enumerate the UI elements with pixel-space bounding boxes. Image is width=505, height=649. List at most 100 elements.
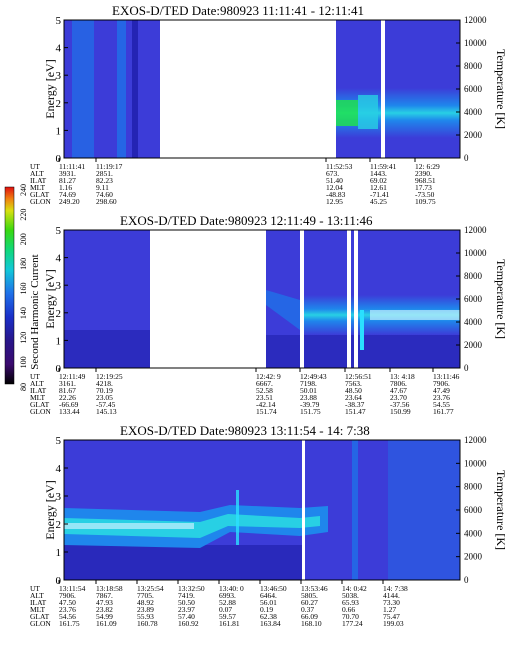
colorbar-gradient <box>4 186 15 385</box>
table-cell-glat: -37.56 <box>390 400 410 409</box>
table-cell-mlt: 23.76 <box>59 605 76 614</box>
table-cell-ilat: 50.01 <box>300 386 317 395</box>
table-cell-mlt: 23.76 <box>433 393 450 402</box>
colorbar-tick-label: 200 <box>19 233 28 245</box>
panel-3: EXOS-D/TED Date:980923 13:11:54 - 14: 7:… <box>30 423 505 628</box>
table-cell-glat: 55.93 <box>137 612 154 621</box>
panel-3-spike <box>236 490 239 545</box>
panel-1-green-patch <box>336 100 358 126</box>
panel-3-ylabel-right: Temperature [K] <box>494 470 505 550</box>
table-cell-glat: 57.40 <box>178 612 195 621</box>
table-cell-glat: 54.99 <box>96 612 113 621</box>
table-cell-mlt: 12.04 <box>326 183 343 192</box>
table-cell-alt: 7806. <box>390 379 407 388</box>
panel-3-orbit-table: UTALTILATMLTGLATGLON13:11:547906.47.5023… <box>30 580 408 628</box>
table-cell-glat: -66.69 <box>59 400 79 409</box>
panel-2-ylabel-left: Energy [eV] <box>43 269 57 328</box>
panel-1-plot <box>63 19 461 159</box>
table-cell-alt: 1443. <box>370 169 387 178</box>
panel-2: EXOS-D/TED Date:980923 12:11:49 - 13:11:… <box>30 213 505 416</box>
table-cell-alt: 2851. <box>96 169 113 178</box>
panel-2-plot <box>63 229 461 369</box>
table-row-label-glat: GLAT <box>30 400 50 409</box>
table-row-label-glat: GLAT <box>30 190 50 199</box>
table-cell-ilat: 65.93 <box>342 598 359 607</box>
table-row-label-ilat: ILAT <box>30 176 47 185</box>
table-cell-ilat: 73.30 <box>383 598 400 607</box>
table-cell-glon: 45.25 <box>370 197 387 206</box>
panel-1-right-tick-label: 12000 <box>464 15 487 25</box>
table-cell-mlt: 0.66 <box>342 605 355 614</box>
colorbar-tick-label: 240 <box>19 184 28 196</box>
table-cell-mlt: 0.37 <box>301 605 314 614</box>
table-cell-ut: 12:56:51 <box>345 372 372 381</box>
table-cell-glon: 133.44 <box>59 407 80 416</box>
table-row-label-alt: ALT <box>30 591 44 600</box>
panel-1-left-tick-label: 3 <box>56 70 62 82</box>
panel-1-stripe-a <box>72 20 94 158</box>
panel-2-spike <box>360 310 364 350</box>
table-cell-glat: 70.70 <box>342 612 359 621</box>
table-cell-ut: 14: 7:38 <box>383 584 408 593</box>
panel-2-left-tick-label: 2 <box>56 308 62 320</box>
panel-1-cyan-patch <box>358 95 378 129</box>
panel-2-right-tick-label: 4000 <box>464 317 483 327</box>
table-cell-mlt: 23.70 <box>390 393 407 402</box>
colorbar-tick-label: 220 <box>19 209 28 221</box>
panel-2-left-tick-label: 5 <box>56 225 62 237</box>
table-cell-glon: 160.92 <box>178 619 199 628</box>
panel-2-right-ticks: 0 2000 4000 6000 8000 10000 12000 <box>456 225 487 373</box>
colorbar-tick-label: 160 <box>19 283 28 295</box>
table-cell-glat: 74.60 <box>96 190 113 199</box>
table-cell-glon: 161.09 <box>96 619 117 628</box>
table-row-label-mlt: MLT <box>30 183 46 192</box>
table-cell-ut: 11:59:41 <box>370 162 397 171</box>
panel-2-left-tick-label: 4 <box>56 253 62 265</box>
table-cell-ut: 13: 4:18 <box>390 372 415 381</box>
table-cell-alt: 673. <box>326 169 339 178</box>
panel-2-right-tick-label: 6000 <box>464 294 483 304</box>
table-cell-glon: 163.84 <box>260 619 281 628</box>
table-cell-ilat: 48.92 <box>137 598 154 607</box>
panel-3-right-region <box>388 440 460 580</box>
panel-2-band-core <box>370 310 460 320</box>
table-cell-glon: 150.99 <box>390 407 411 416</box>
panel-1-right-tick-label: 2000 <box>464 130 483 140</box>
panel-1-right-tick-label: 8000 <box>464 61 483 71</box>
colorbar-tick-label: 80 <box>19 383 28 391</box>
panel-2-low-region <box>64 330 150 368</box>
colorbar-tick-label: 100 <box>19 356 28 368</box>
panel-3-right-tick-label: 8000 <box>464 482 483 492</box>
table-cell-mlt: 12.61 <box>370 183 387 192</box>
table-cell-mlt: 23.51 <box>256 393 273 402</box>
table-cell-glat: 75.47 <box>383 612 400 621</box>
table-cell-mlt: 9.11 <box>96 183 109 192</box>
table-cell-glon: 199.03 <box>383 619 404 628</box>
table-cell-alt: 6464. <box>260 591 277 600</box>
table-cell-glon: 151.74 <box>256 407 277 416</box>
table-cell-glon: 145.13 <box>96 407 117 416</box>
table-cell-glat: 66.09 <box>301 612 318 621</box>
panel-1-left-tick-label: 2 <box>56 98 62 110</box>
table-row-label-ut: UT <box>30 584 40 593</box>
table-cell-ilat: 82.23 <box>96 176 113 185</box>
table-cell-ut: 13:11:54 <box>59 584 86 593</box>
panel-1: EXOS-D/TED Date:980923 11:11:41 - 12:11:… <box>30 3 505 206</box>
table-cell-glat: 74.69 <box>59 190 76 199</box>
table-cell-glat: 54.56 <box>59 612 76 621</box>
table-cell-ut: 13:11:46 <box>433 372 460 381</box>
panel-1-stripe-b <box>117 20 126 158</box>
table-cell-glon: 161.75 <box>59 619 80 628</box>
table-cell-glat: 62.38 <box>260 612 277 621</box>
table-cell-alt: 7563. <box>345 379 362 388</box>
table-row-label-ilat: ILAT <box>30 386 47 395</box>
table-cell-ut: 12:49:43 <box>300 372 327 381</box>
table-cell-glon: 168.10 <box>301 619 322 628</box>
table-cell-ut: 14: 0:42 <box>342 584 367 593</box>
table-cell-ut: 12:42: 9 <box>256 372 281 381</box>
table-cell-glon: 109.75 <box>415 197 436 206</box>
panel-1-right-tick-label: 10000 <box>464 38 487 48</box>
panel-2-gap-a <box>300 230 304 368</box>
table-cell-alt: 4218. <box>96 379 113 388</box>
table-cell-mlt: 23.89 <box>137 605 154 614</box>
